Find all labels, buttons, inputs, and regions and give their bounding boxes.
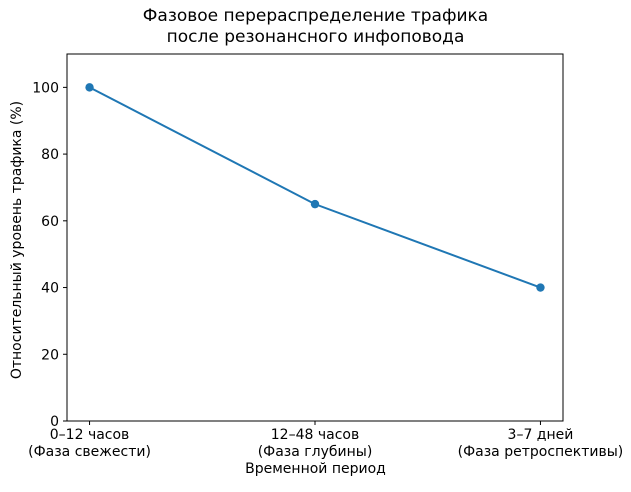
y-tick-label: 60	[41, 214, 59, 230]
data-point	[85, 83, 94, 92]
x-tick-label: 12–48 часов	[271, 427, 359, 443]
x-axis-label: Временной период	[245, 461, 386, 477]
x-tick-label: (Фаза ретроспективы)	[458, 444, 624, 460]
y-tick-label: 0	[50, 414, 59, 430]
chart-title: Фазовое перераспределение трафика после …	[142, 6, 489, 47]
x-tick-label: 0–12 часов	[50, 427, 130, 443]
y-tick-label: 40	[41, 281, 59, 297]
data-point	[310, 199, 320, 209]
traffic-line	[88, 86, 542, 289]
x-tick-label: 3–7 дней	[508, 427, 574, 443]
axes-spines	[66, 53, 564, 422]
y-tick-label: 20	[41, 347, 59, 363]
y-tick-label: 100	[32, 80, 59, 96]
y-tick-label: 80	[41, 147, 59, 163]
data-point	[536, 283, 545, 292]
x-tick-label: (Фаза свежести)	[28, 444, 151, 460]
x-tick-label: (Фаза глубины)	[258, 444, 373, 460]
